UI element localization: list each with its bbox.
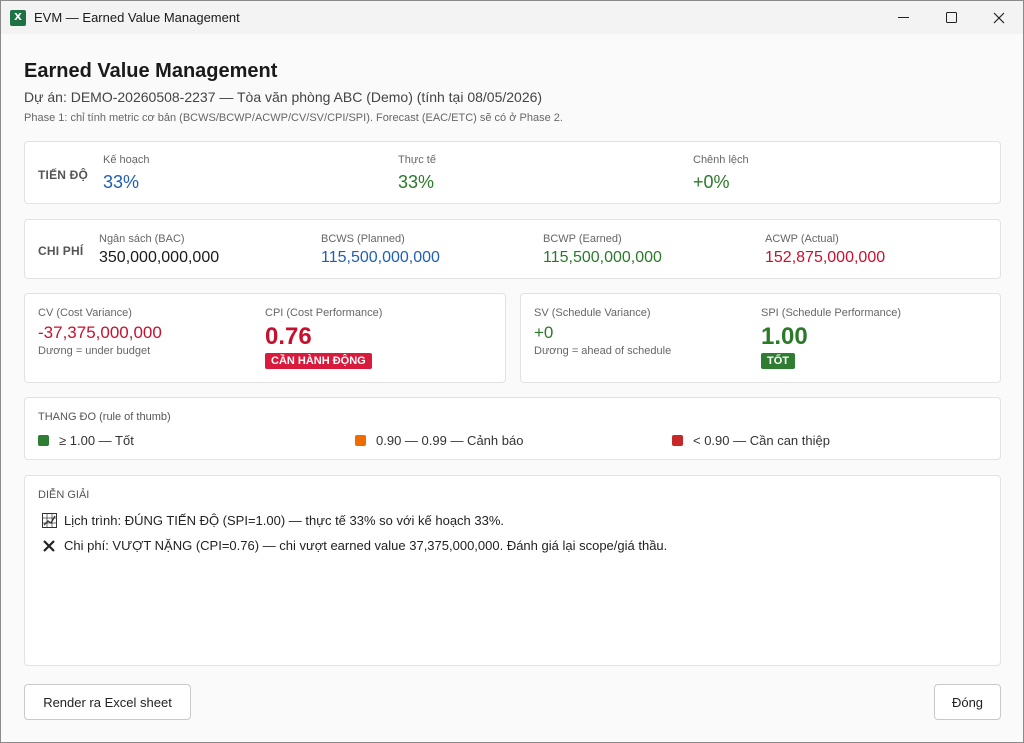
scale-title: THANG ĐO (rule of thumb) [38, 411, 171, 423]
actual-label: Thực tế [398, 154, 436, 166]
interpretation-cost-line: Chi phí: VƯỢT NẶNG (CPI=0.76) — chi vượt… [40, 538, 667, 553]
bac-label: Ngân sách (BAC) [99, 233, 185, 245]
cpi-label: CPI (Cost Performance) [265, 307, 383, 319]
green-swatch [38, 435, 49, 446]
close-icon [993, 12, 1005, 23]
window-title: EVM — Earned Value Management [34, 10, 240, 25]
page-title: Earned Value Management [24, 60, 278, 82]
cost-card: CHI PHÍ Ngân sách (BAC) 350,000,000,000 … [24, 219, 1001, 279]
cost-metrics-card: CV (Cost Variance) -37,375,000,000 Dương… [24, 293, 506, 383]
cost-section-label: CHI PHÍ [38, 244, 84, 258]
sv-value: +0 [534, 323, 554, 342]
diff-label: Chênh lệch [693, 154, 749, 166]
dialog-content: Earned Value Management Dự án: DEMO-2026… [1, 34, 1023, 742]
legend-good-label: ≥ 1.00 — Tốt [59, 433, 134, 448]
acwp-label: ACWP (Actual) [765, 233, 839, 245]
chart-icon [40, 513, 58, 528]
minimize-icon [897, 17, 909, 18]
minimize-button[interactable] [879, 1, 927, 34]
legend-warning-label: 0.90 — 0.99 — Cảnh báo [376, 433, 524, 448]
schedule-metrics-card: SV (Schedule Variance) +0 Dương = ahead … [520, 293, 1001, 383]
cross-icon [40, 539, 58, 553]
title-bar: X EVM — Earned Value Management [1, 1, 1023, 34]
orange-swatch [355, 435, 366, 446]
legend-critical-label: < 0.90 — Cần can thiệp [693, 433, 830, 448]
legend-item-good: ≥ 1.00 — Tốt [38, 433, 134, 448]
render-excel-button[interactable]: Render ra Excel sheet [24, 684, 191, 720]
bcwp-value: 115,500,000,000 [543, 249, 662, 266]
project-line: Dự án: DEMO-20260508-2237 — Tòa văn phòn… [24, 89, 543, 105]
actual-value: 33% [398, 172, 435, 192]
red-swatch [672, 435, 683, 446]
bac-value: 350,000,000,000 [99, 249, 220, 266]
interpretation-cost-text: Chi phí: VƯỢT NẶNG (CPI=0.76) — chi vượt… [64, 538, 668, 553]
interpretation-title: DIỄN GIẢI [38, 489, 90, 501]
spi-status-badge: TỐT [761, 353, 795, 369]
close-window-button[interactable] [975, 1, 1023, 34]
cv-value: -37,375,000,000 [38, 323, 162, 342]
cv-note: Dương = under budget [38, 345, 151, 357]
window-controls [879, 1, 1023, 34]
acwp-value: 152,875,000,000 [765, 249, 886, 266]
cpi-status-badge: CẦN HÀNH ĐỘNG [265, 353, 372, 369]
spi-value: 1.00 [761, 323, 808, 350]
spi-label: SPI (Schedule Performance) [761, 307, 902, 319]
bcwp-label: BCWP (Earned) [543, 233, 622, 245]
excel-app-icon: X [10, 9, 26, 26]
scale-card: THANG ĐO (rule of thumb) ≥ 1.00 — Tốt 0.… [24, 397, 1001, 460]
interpretation-schedule-line: Lịch trình: ĐÚNG TIẾN ĐỘ (SPI=1.00) — th… [40, 513, 504, 528]
progress-section-label: TIẾN ĐỘ [38, 168, 89, 182]
diff-value: +0% [693, 172, 730, 192]
bcws-label: BCWS (Planned) [321, 233, 405, 245]
cpi-value: 0.76 [265, 323, 312, 350]
legend-item-critical: < 0.90 — Cần can thiệp [672, 433, 830, 448]
maximize-button[interactable] [927, 1, 975, 34]
interpretation-schedule-text: Lịch trình: ĐÚNG TIẾN ĐỘ (SPI=1.00) — th… [64, 513, 505, 528]
bcws-value: 115,500,000,000 [321, 249, 440, 266]
sv-label: SV (Schedule Variance) [534, 307, 651, 319]
sv-note: Dương = ahead of schedule [534, 345, 672, 357]
progress-card: TIẾN ĐỘ Kế hoạch 33% Thực tế 33% Chênh l… [24, 141, 1001, 204]
cv-label: CV (Cost Variance) [38, 307, 132, 319]
interpretation-card: DIỄN GIẢI Lịch trình: ĐÚNG TIẾN ĐỘ (SPI=… [24, 475, 1001, 666]
planned-label: Kế hoạch [103, 154, 150, 166]
planned-value: 33% [103, 172, 140, 192]
close-button[interactable]: Đóng [934, 684, 1001, 720]
phase-note: Phase 1: chỉ tính metric cơ bản (BCWS/BC… [24, 112, 563, 124]
legend-item-warning: 0.90 — 0.99 — Cảnh báo [355, 433, 523, 448]
maximize-icon [945, 12, 957, 23]
